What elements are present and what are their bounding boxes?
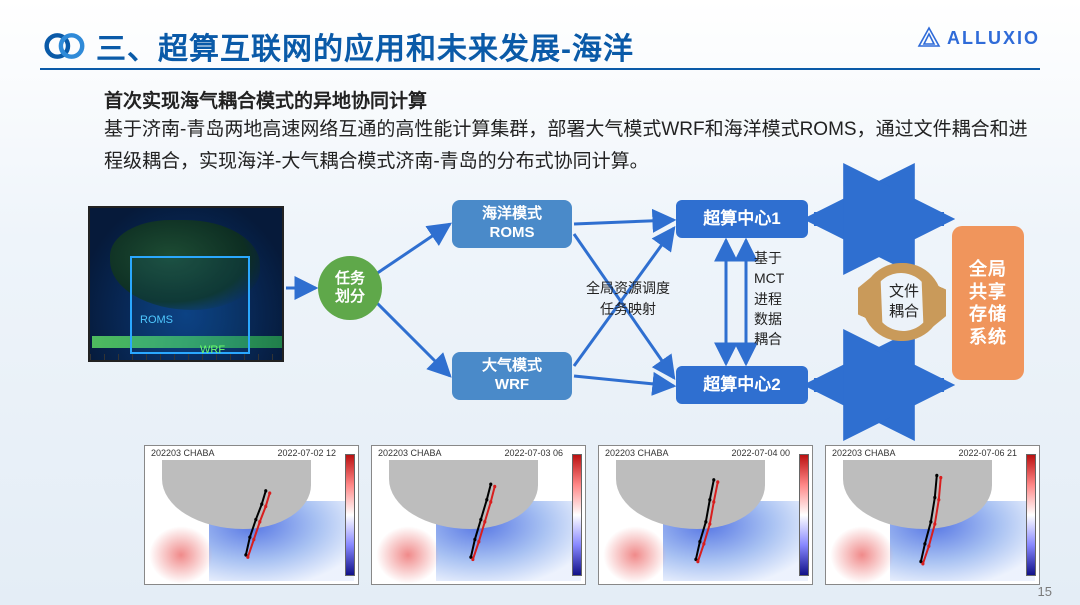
- track-lines: [907, 460, 967, 570]
- earth-map-thumbnail: ROMS WRF: [88, 206, 284, 362]
- node-hpc1: 超算中心1: [676, 200, 808, 238]
- panel-case-id: 202203 CHABA: [832, 448, 896, 458]
- node-roms: 海洋模式 ROMS: [452, 200, 572, 248]
- earth-label-roms: ROMS: [140, 314, 173, 326]
- panel-timestamp: 2022-07-06 21: [958, 448, 1017, 458]
- subtitle: 首次实现海气耦合模式的异地协同计算: [104, 86, 427, 113]
- colorbar: [345, 454, 355, 576]
- logo-rings-icon: [40, 30, 96, 62]
- track-lines: [226, 460, 286, 570]
- title-rule: [40, 68, 1040, 70]
- panel-timestamp: 2022-07-04 00: [731, 448, 790, 458]
- page-number: 15: [1038, 584, 1052, 599]
- panel-case-id: 202203 CHABA: [378, 448, 442, 458]
- typhoon-panel: 202203 CHABA 2022-07-04 00: [598, 445, 813, 585]
- colorbar: [1026, 454, 1036, 576]
- architecture-diagram: ROMS WRF 任务 划分 海洋模式 ROMS 大气模式 WRF 超算中心1 …: [40, 190, 1058, 420]
- node-wrf: 大气模式 WRF: [452, 352, 572, 400]
- brand-logo: ALLUXIO: [917, 26, 1040, 50]
- colorbar: [799, 454, 809, 576]
- panel-case-id: 202203 CHABA: [605, 448, 669, 458]
- panel-timestamp: 2022-07-03 06: [504, 448, 563, 458]
- mct-caption: 基于 MCT 进程 数据 耦合: [754, 248, 816, 349]
- track-lines: [680, 460, 740, 570]
- panel-timestamp: 2022-07-02 12: [277, 448, 336, 458]
- mid-caption: 全局资源调度 任务映射: [580, 278, 676, 320]
- panel-case-id: 202203 CHABA: [151, 448, 215, 458]
- node-storage: 全局 共享 存储 系统: [952, 226, 1024, 380]
- node-hpc2: 超算中心2: [676, 366, 808, 404]
- typhoon-panel: 202203 CHABA 2022-07-02 12: [144, 445, 359, 585]
- file-coupling-caption: 文件 耦合: [882, 282, 926, 321]
- typhoon-panel: 202203 CHABA 2022-07-06 21: [825, 445, 1040, 585]
- body-paragraph: 基于济南-青岛两地高速网络互通的高性能计算集群，部署大气模式WRF和海洋模式RO…: [104, 114, 1040, 179]
- typhoon-panel: 202203 CHABA 2022-07-03 06: [371, 445, 586, 585]
- section-label: 三、: [96, 24, 158, 68]
- page-title: 超算互联网的应用和未来发展-海洋: [158, 24, 634, 68]
- task-split-node: 任务 划分: [318, 256, 382, 320]
- typhoon-panel-row: 202203 CHABA2022-07-02 12202203 CHABA202…: [144, 445, 1040, 585]
- brand-text: ALLUXIO: [947, 28, 1040, 49]
- track-lines: [453, 460, 513, 570]
- colorbar: [572, 454, 582, 576]
